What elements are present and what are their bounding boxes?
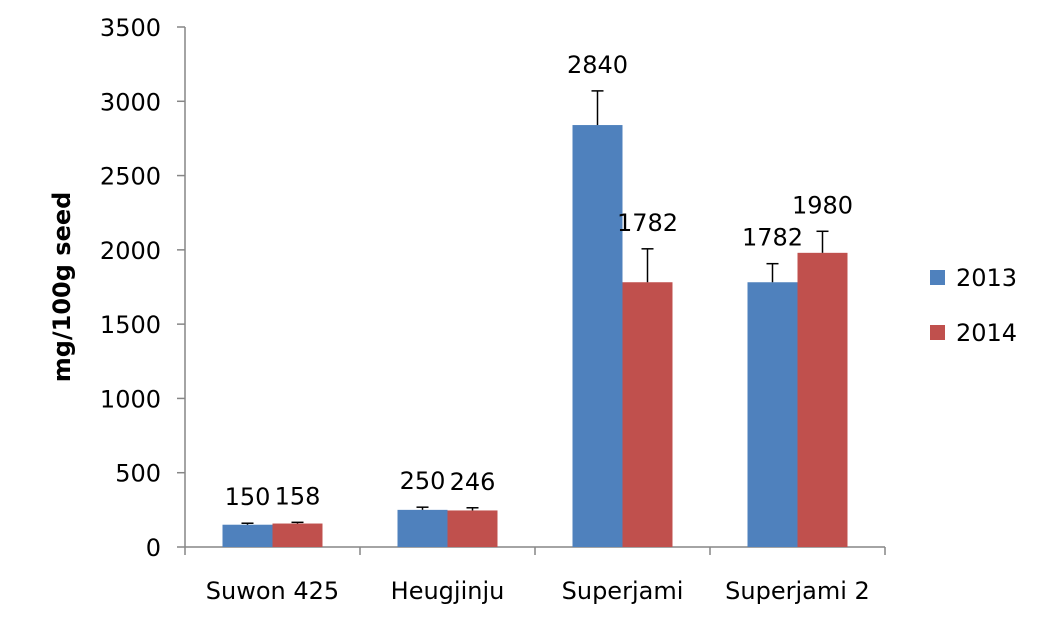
legend-label: 2014 [956, 319, 1017, 347]
x-category-label: Superjami 2 [725, 577, 870, 605]
y-axis: 0 500 1000 1500 2000 2500 3000 3500 [100, 14, 186, 562]
data-label: 1782 [742, 224, 803, 252]
data-label: 158 [275, 482, 321, 510]
x-axis: Suwon 425 Heugjinju Superjami Superjami 2 [184, 546, 886, 605]
x-category-label: Heugjinju [391, 577, 505, 605]
y-axis-title: mg/100g seed [48, 192, 76, 383]
bar-2013-2 [572, 125, 623, 548]
bar-2013-0 [222, 524, 273, 547]
y-tick-label: 2000 [100, 237, 161, 265]
legend-swatch-2013 [930, 270, 945, 285]
data-label: 250 [400, 467, 446, 495]
legend: 2013 2014 [930, 264, 1017, 347]
legend-swatch-2014 [930, 325, 945, 340]
data-labels: 150 250 2840 1782 158 246 1782 1980 [225, 51, 853, 511]
bar-2013-1 [397, 509, 448, 547]
bar-2014-2 [622, 282, 673, 547]
y-tick-label: 2500 [100, 163, 161, 191]
x-category-label: Suwon 425 [206, 577, 339, 605]
bar-2013-3 [747, 282, 798, 547]
data-label: 1980 [792, 191, 853, 219]
bar-2014-3 [797, 252, 848, 548]
y-tick-label: 0 [146, 534, 161, 562]
bar-2014-1 [447, 510, 498, 547]
y-tick-label: 3500 [100, 14, 161, 42]
y-tick-label: 3000 [100, 88, 161, 116]
x-category-label: Superjami [562, 577, 684, 605]
data-label: 2840 [567, 51, 628, 79]
data-label: 1782 [617, 209, 678, 237]
bar-2014-0 [272, 523, 323, 547]
y-tick-label: 1500 [100, 311, 161, 339]
y-tick-label: 1000 [100, 385, 161, 413]
y-tick-label: 500 [115, 460, 161, 488]
data-label: 150 [225, 483, 271, 511]
bars [222, 90, 848, 548]
data-label: 246 [450, 468, 496, 496]
legend-label: 2013 [956, 264, 1017, 292]
